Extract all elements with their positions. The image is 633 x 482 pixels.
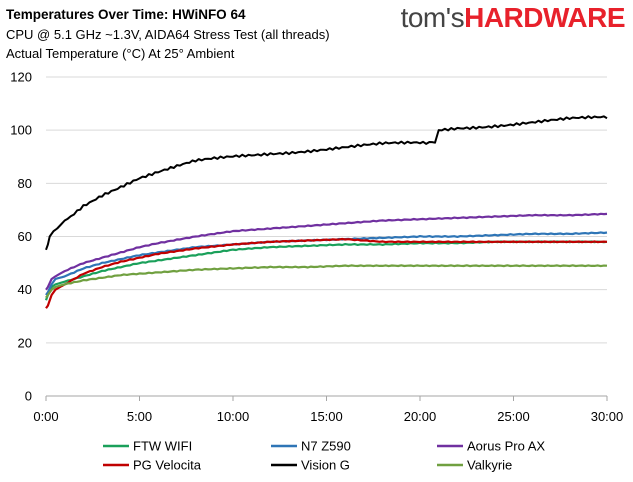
series-lines <box>44 115 608 309</box>
y-tick-label: 100 <box>10 123 32 138</box>
series-line-aorus-pro-ax <box>45 212 608 291</box>
x-tick-label: 15:00 <box>310 409 343 424</box>
series-line-pg-velocita <box>45 237 608 309</box>
legend-label: PG Velocita <box>133 458 202 473</box>
x-tick-label: 30:00 <box>591 409 624 424</box>
legend-label: Aorus Pro AX <box>467 439 545 454</box>
y-tick-label: 40 <box>18 282 32 297</box>
chart-subtitle-1: CPU @ 5.1 GHz ~1.3V, AIDA64 Stress Test … <box>6 27 330 42</box>
legend: FTW WIFI N7 Z590 Aorus Pro AX PG Velocita Vi… <box>103 439 545 473</box>
chart-title: Temperatures Over Time: HWiNFO 64 <box>6 7 246 22</box>
x-tick-label: 0:00 <box>33 409 58 424</box>
logo-part-1: tom's <box>400 2 465 33</box>
legend-label: N7 Z590 <box>301 439 351 454</box>
gridlines <box>46 76 607 344</box>
legend-label: Valkyrie <box>467 458 512 473</box>
legend-label: Vision G <box>301 458 350 473</box>
series-line-vision-g <box>45 115 608 251</box>
x-tick-label: 25:00 <box>497 409 530 424</box>
toms-hardware-logo: tom'sHARDWARE <box>400 2 626 34</box>
x-tick-label: 20:00 <box>404 409 437 424</box>
x-tick-label: 10:00 <box>217 409 250 424</box>
chart-subtitle-2: Actual Temperature (°C) At 25° Ambient <box>6 46 235 61</box>
y-tick-label: 120 <box>10 70 32 85</box>
y-tick-label: 0 <box>25 389 32 404</box>
x-tick-label: 5:00 <box>127 409 152 424</box>
axes: 0 20 40 60 80 100 120 0:00 5:00 10:00 15:00 20:00 25… <box>10 70 623 425</box>
logo-part-2: HARDWARE <box>464 2 625 33</box>
y-tick-label: 60 <box>18 229 32 244</box>
y-tick-label: 20 <box>18 335 32 350</box>
legend-label: FTW WIFI <box>133 439 192 454</box>
series-line-valkyrie <box>45 264 608 299</box>
y-tick-label: 80 <box>18 176 32 191</box>
